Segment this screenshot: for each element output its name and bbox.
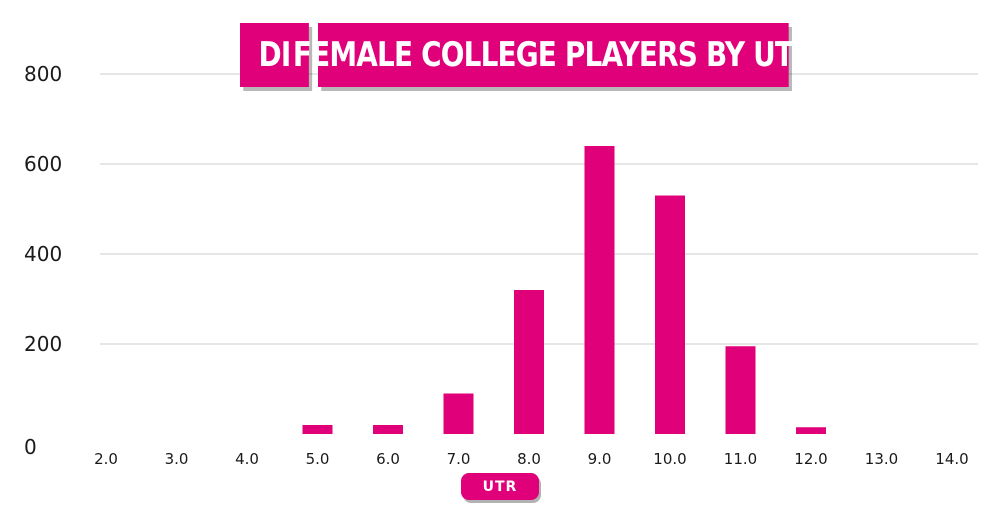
x-tick-label: 5.0 [306, 450, 330, 468]
bar-9.0 [584, 146, 615, 434]
bars [302, 146, 826, 434]
title-prefix-badge: DI [240, 23, 309, 87]
x-tick-label: 7.0 [447, 450, 471, 468]
x-tick-label: 2.0 [94, 450, 118, 468]
x-tick-label: 13.0 [865, 450, 898, 468]
chart-title: FEMALE COLLEGE PLAYERS BY UTR [292, 35, 815, 75]
x-axis-label: UTR [461, 473, 539, 500]
y-tick-label: 600 [24, 152, 62, 176]
bar-5.0 [302, 425, 333, 434]
bar-6.0 [373, 425, 403, 434]
x-tick-label: 12.0 [794, 450, 827, 468]
x-tick-label: 4.0 [235, 450, 259, 468]
y-tick-label: 0 [24, 435, 37, 459]
y-tick-label: 800 [24, 62, 62, 86]
title-prefix-text: DI [258, 35, 292, 75]
x-tick-label: 11.0 [724, 450, 757, 468]
bar-12.0 [796, 427, 826, 434]
y-tick-labels: 0 200 400 600 800 [24, 62, 62, 459]
x-tick-label: 3.0 [165, 450, 189, 468]
x-tick-labels: 2.0 3.0 4.0 5.0 6.0 7.0 8.0 9.0 10.0 11.0 12.0 13.0… [94, 450, 969, 468]
bar-11.0 [725, 346, 756, 434]
y-tick-label: 200 [24, 332, 62, 356]
x-tick-label: 10.0 [653, 450, 686, 468]
bar-10.0 [655, 195, 685, 434]
x-tick-label: 6.0 [376, 450, 400, 468]
y-tick-label: 400 [24, 242, 62, 266]
chart-title-badge: FEMALE COLLEGE PLAYERS BY UTR [293, 23, 815, 87]
x-axis-label-text: UTR [482, 478, 518, 495]
bar-8.0 [514, 290, 544, 434]
bar-7.0 [443, 393, 474, 434]
x-tick-label: 9.0 [588, 450, 612, 468]
x-tick-label: 14.0 [935, 450, 968, 468]
x-tick-label: 8.0 [517, 450, 541, 468]
